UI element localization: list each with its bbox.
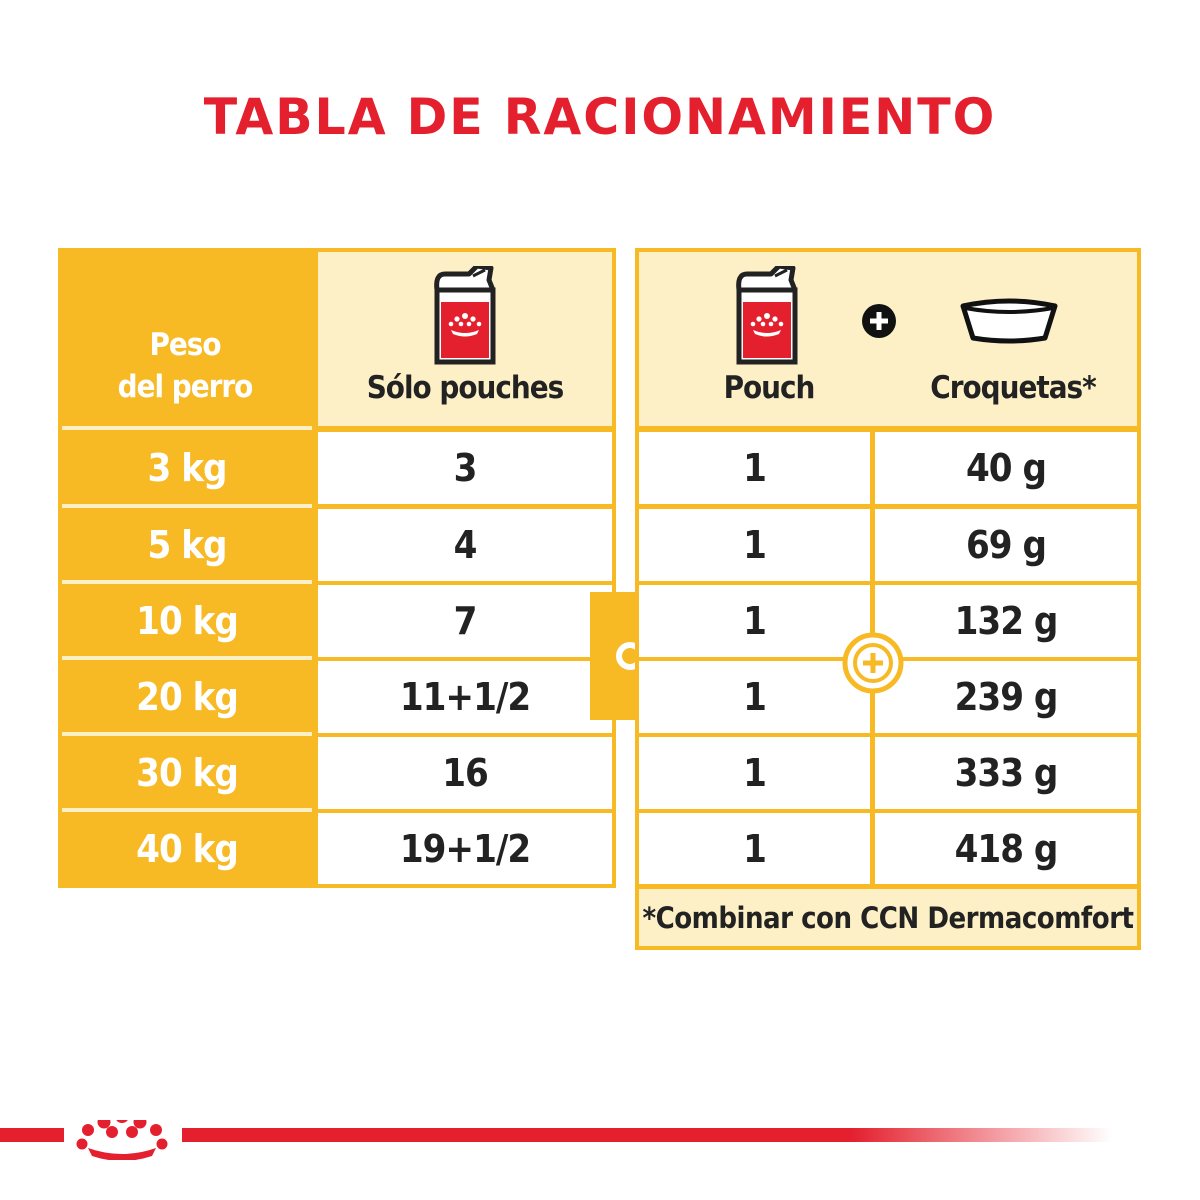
pouch-cell-4: 1 [639,737,870,809]
weight-cell-2: 10 kg [136,599,239,643]
pouch-count-cell-5: 19+1/2 [318,813,612,884]
pouch-cell-2: 1 [639,585,870,657]
weight-header-line1: Peso [149,327,221,363]
pouch-count-cell-4: 16 [318,737,612,809]
plus-icon [862,304,896,338]
plus-circle-icon [842,632,904,694]
kibble-cell-3: 239 g [875,661,1137,733]
page-title: TABLA DE RACIONAMIENTO [203,88,997,146]
pouch-count-cell-0: 3 [318,432,612,504]
pouch-label: Pouch [723,370,816,406]
weight-divider [62,656,312,660]
weight-divider [62,732,312,736]
pouch-cell-0: 1 [639,432,870,504]
weight-cell-3: 20 kg [136,675,239,719]
royal-crown-icon [448,313,482,337]
weight-header: Peso del perro [78,324,292,408]
royal-crown-icon [76,1120,168,1160]
pouch-cell-3: 1 [639,661,870,733]
footnote: *Combinar con CCN Dermacomfort [639,889,1137,946]
pouch-cell-1: 1 [639,509,870,581]
kibble-label: Croquetas* [930,370,1096,406]
pouch-icon [736,266,798,365]
pouch-only-header: Sólo pouches [318,252,612,426]
pouch-and-kibble-table: Pouch Croquetas* 1 40 g 1 69 g 1 132 g 1… [635,248,1141,950]
pouch-count-cell-3: 11+1/2 [318,661,612,733]
pouch-only-table: Peso del perro Sólo pouches 3 kg 3 5 kg … [58,248,616,888]
kibble-bowl-icon [960,298,1058,344]
weight-divider [62,426,312,430]
weight-header-line2: del perro [117,369,254,405]
pouch-only-label: Sólo pouches [366,370,565,406]
pouch-count-cell-2: 7 [318,585,612,657]
weight-cell-1: 5 kg [147,523,228,567]
kibble-cell-5: 418 g [875,813,1137,884]
pouch-cell-5: 1 [639,813,870,884]
kibble-cell-1: 69 g [875,509,1137,581]
kibble-cell-0: 40 g [875,432,1137,504]
weight-divider [62,580,312,584]
weight-cell-5: 40 kg [136,826,239,871]
brand-footer-bar [0,1120,1112,1160]
weight-divider [62,808,312,812]
kibble-cell-2: 132 g [875,585,1137,657]
pouch-icon [434,266,496,365]
pouch-count-cell-1: 4 [318,509,612,581]
weight-divider [62,504,312,508]
kibble-cell-4: 333 g [875,737,1137,809]
pouch-kibble-header: Pouch Croquetas* [639,252,1137,426]
weight-cell-4: 30 kg [136,751,239,795]
royal-crown-icon [750,313,784,337]
weight-cell-0: 3 kg [147,446,228,490]
